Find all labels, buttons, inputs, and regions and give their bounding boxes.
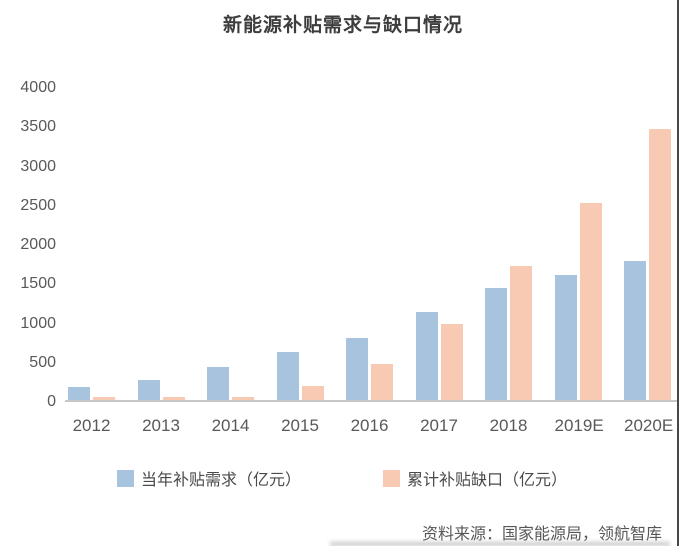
x-tick-label-2020E: 2020E: [624, 416, 674, 435]
legend-item-gap: 累计补贴缺口（亿元）: [383, 466, 567, 490]
gap-bar-2014: [232, 396, 254, 400]
gap-bar-2018: [510, 265, 532, 400]
gap-bar-2016: [371, 364, 393, 400]
y-tick-label: 0: [47, 393, 56, 410]
bar-group-2020E: [624, 88, 671, 400]
x-tick-label-2016: 2016: [350, 416, 389, 435]
legend-item-demand: 当年补贴需求（亿元）: [117, 466, 301, 490]
x-tick-label-2013: 2013: [142, 416, 180, 435]
cutoff-text-artifact: [330, 542, 670, 546]
bar-group-2017: [415, 88, 463, 400]
y-tick-label: 3500: [20, 118, 56, 136]
frame-right-border: [677, 0, 679, 546]
y-tick-label: 2000: [20, 236, 56, 253]
bar-groups: [65, 88, 677, 400]
x-tick-label-2014: 2014: [211, 416, 250, 435]
legend-label: 累计补贴缺口（亿元）: [407, 472, 568, 489]
x-tick-label-2019E: 2019E: [554, 416, 604, 435]
demand-bar-2019E: [554, 275, 577, 400]
gap-bar-2017: [440, 324, 463, 400]
x-tick-label-2018: 2018: [489, 416, 528, 435]
demand-bar-2018: [485, 288, 507, 400]
source-note: 资料来源：国家能源局，领航智库: [421, 526, 662, 543]
y-tick-label: 1000: [20, 314, 56, 332]
legend-swatch-icon: [383, 469, 401, 487]
bar-group-2014: [207, 88, 254, 400]
bar-group-2016: [346, 88, 393, 400]
gap-bar-2020E: [649, 129, 671, 400]
demand-bar-2016: [346, 338, 368, 400]
x-tick-label-2015: 2015: [281, 416, 319, 435]
y-tick-label: 500: [29, 353, 56, 371]
legend-swatch-icon: [117, 469, 134, 487]
plot-area: [65, 88, 677, 402]
y-tick-label: 3000: [20, 157, 56, 175]
x-axis: 2012 2013 2014 2015 2016 2017 2018 2019E 2020E: [65, 416, 677, 436]
bar-group-2015: [276, 88, 324, 400]
y-axis: 0 500 1000 1500 2000 2500 3000 3500 4000: [0, 79, 56, 410]
gap-bar-2012: [93, 396, 115, 400]
bar-group-2019E: [554, 88, 602, 400]
demand-bar-2013: [137, 379, 160, 400]
chart-legend: 当年补贴需求（亿元） 累计补贴缺口（亿元）: [65, 466, 677, 490]
y-tick-label: 2500: [20, 196, 56, 214]
demand-bar-2014: [207, 367, 229, 400]
demand-bar-2017: [415, 311, 438, 400]
gap-bar-2015: [301, 385, 324, 400]
y-tick-label: 1500: [20, 275, 56, 293]
y-tick-label: 4000: [20, 79, 56, 96]
x-tick-label-2012: 2012: [72, 416, 111, 435]
demand-bar-2015: [276, 352, 299, 400]
demand-bar-2020E: [624, 261, 646, 400]
gap-bar-2013: [162, 396, 185, 400]
bar-group-2012: [68, 88, 115, 400]
demand-bar-2012: [68, 386, 90, 400]
x-tick-label-2017: 2017: [420, 416, 458, 435]
bar-group-2018: [485, 88, 532, 400]
gap-bar-2019E: [579, 203, 602, 400]
legend-label: 当年补贴需求（亿元）: [141, 472, 302, 489]
bar-group-2013: [137, 88, 185, 400]
chart-title: 新能源补贴需求与缺口情况: [222, 15, 463, 36]
